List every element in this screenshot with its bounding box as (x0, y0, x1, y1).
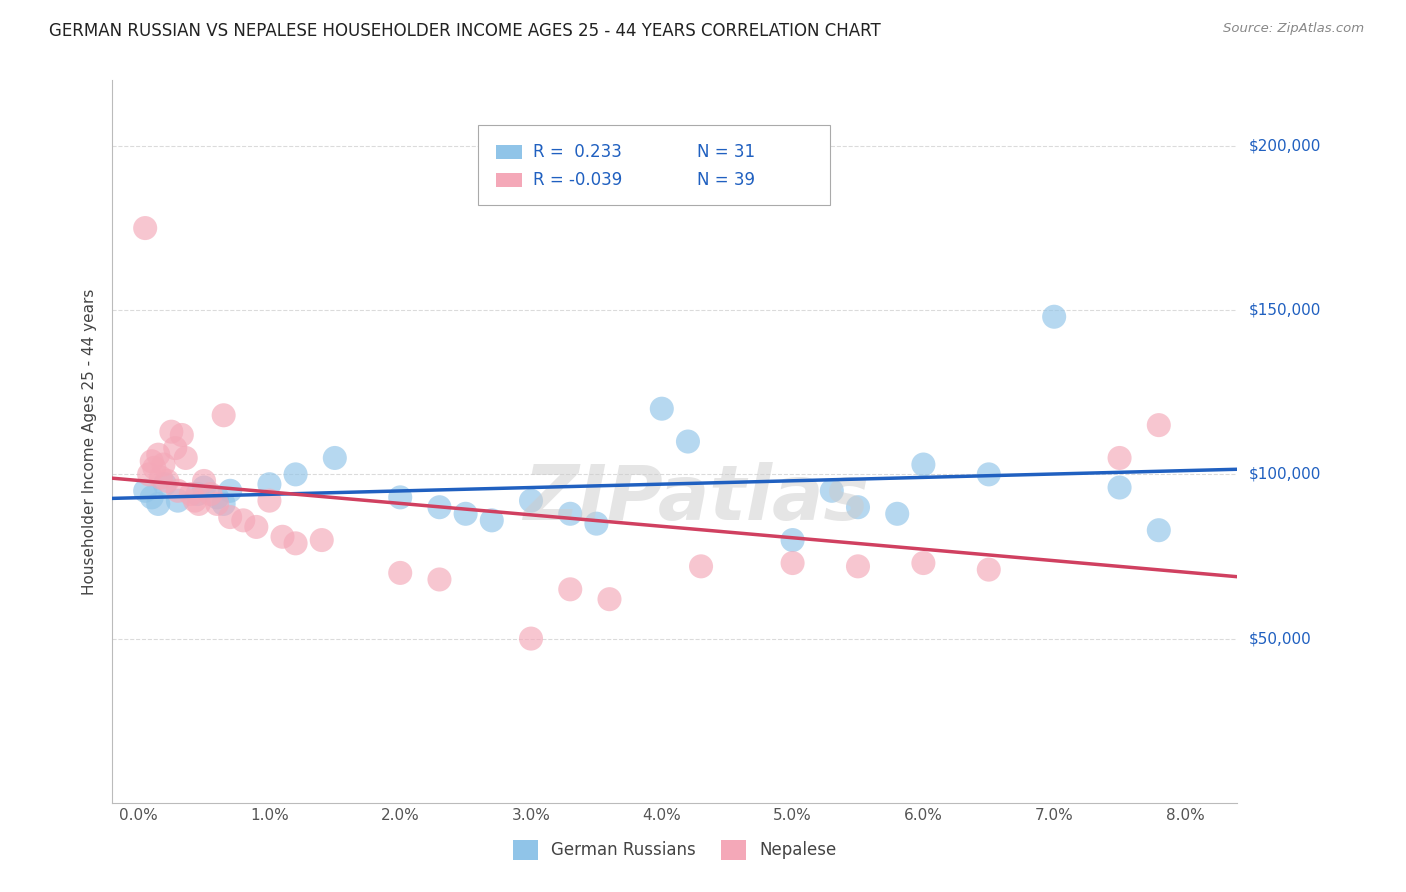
Point (520, 632, 543, 646)
Point (219, 483, 242, 498)
Point (886, 507, 908, 521)
Point (143, 460, 166, 475)
Point (219, 510, 242, 524)
Point (271, 530, 294, 544)
Point (1043, 310, 1066, 324)
Point (977, 563, 1000, 577)
Text: $150,000: $150,000 (1249, 302, 1320, 318)
Point (148, 497, 170, 511)
Text: $100,000: $100,000 (1249, 467, 1320, 482)
Point (846, 500, 869, 515)
Text: R =  0.233: R = 0.233 (533, 143, 621, 161)
Text: ZIPatlas: ZIPatlas (524, 462, 870, 536)
Point (200, 487, 222, 501)
Text: $50,000: $50,000 (1249, 632, 1312, 646)
Point (585, 516, 607, 531)
Point (311, 533, 333, 547)
Point (389, 566, 412, 580)
Point (520, 493, 543, 508)
Point (651, 401, 673, 416)
Point (141, 491, 163, 505)
Point (1108, 481, 1130, 495)
Point (912, 458, 935, 472)
Point (160, 425, 183, 439)
Point (782, 533, 804, 547)
Point (180, 487, 202, 501)
Point (782, 556, 804, 570)
Point (187, 497, 209, 511)
Point (284, 536, 307, 550)
Point (598, 592, 620, 607)
Point (212, 497, 235, 511)
Point (165, 441, 187, 455)
Text: N = 39: N = 39 (697, 171, 755, 189)
Point (156, 474, 179, 488)
Text: N = 31: N = 31 (697, 143, 755, 161)
Point (481, 513, 503, 527)
Text: Source: ZipAtlas.com: Source: ZipAtlas.com (1223, 22, 1364, 36)
Point (1108, 450, 1130, 465)
Point (1147, 418, 1170, 433)
Point (259, 477, 281, 491)
Point (153, 477, 176, 491)
Point (389, 491, 412, 505)
Point (1147, 523, 1170, 537)
Point (167, 493, 190, 508)
Point (186, 487, 208, 501)
Point (134, 221, 156, 235)
Point (205, 497, 228, 511)
Legend: German Russians, Nepalese: German Russians, Nepalese (506, 833, 844, 867)
Point (676, 434, 699, 449)
Point (205, 491, 228, 505)
Point (560, 507, 582, 521)
Point (846, 559, 869, 574)
Point (193, 481, 215, 495)
Y-axis label: Householder Income Ages 25 - 44 years: Householder Income Ages 25 - 44 years (82, 288, 97, 595)
Point (245, 520, 267, 534)
Point (193, 474, 215, 488)
Point (170, 428, 193, 442)
Point (284, 467, 307, 482)
Point (429, 573, 451, 587)
Point (152, 458, 174, 472)
Point (141, 454, 163, 468)
Point (454, 507, 477, 521)
Text: R = -0.039: R = -0.039 (533, 171, 621, 189)
Point (259, 493, 281, 508)
Point (174, 450, 197, 465)
Point (148, 448, 170, 462)
Point (429, 500, 451, 515)
Point (323, 450, 346, 465)
Point (560, 582, 582, 597)
Point (138, 467, 160, 482)
Text: GERMAN RUSSIAN VS NEPALESE HOUSEHOLDER INCOME AGES 25 - 44 YEARS CORRELATION CHA: GERMAN RUSSIAN VS NEPALESE HOUSEHOLDER I… (49, 22, 882, 40)
Point (821, 483, 844, 498)
Point (232, 513, 254, 527)
Point (149, 471, 172, 485)
Point (912, 556, 935, 570)
Point (977, 467, 1000, 482)
Point (134, 483, 156, 498)
Point (212, 409, 235, 423)
Point (690, 559, 713, 574)
Text: $200,000: $200,000 (1249, 138, 1320, 153)
Point (167, 483, 190, 498)
Point (184, 493, 207, 508)
